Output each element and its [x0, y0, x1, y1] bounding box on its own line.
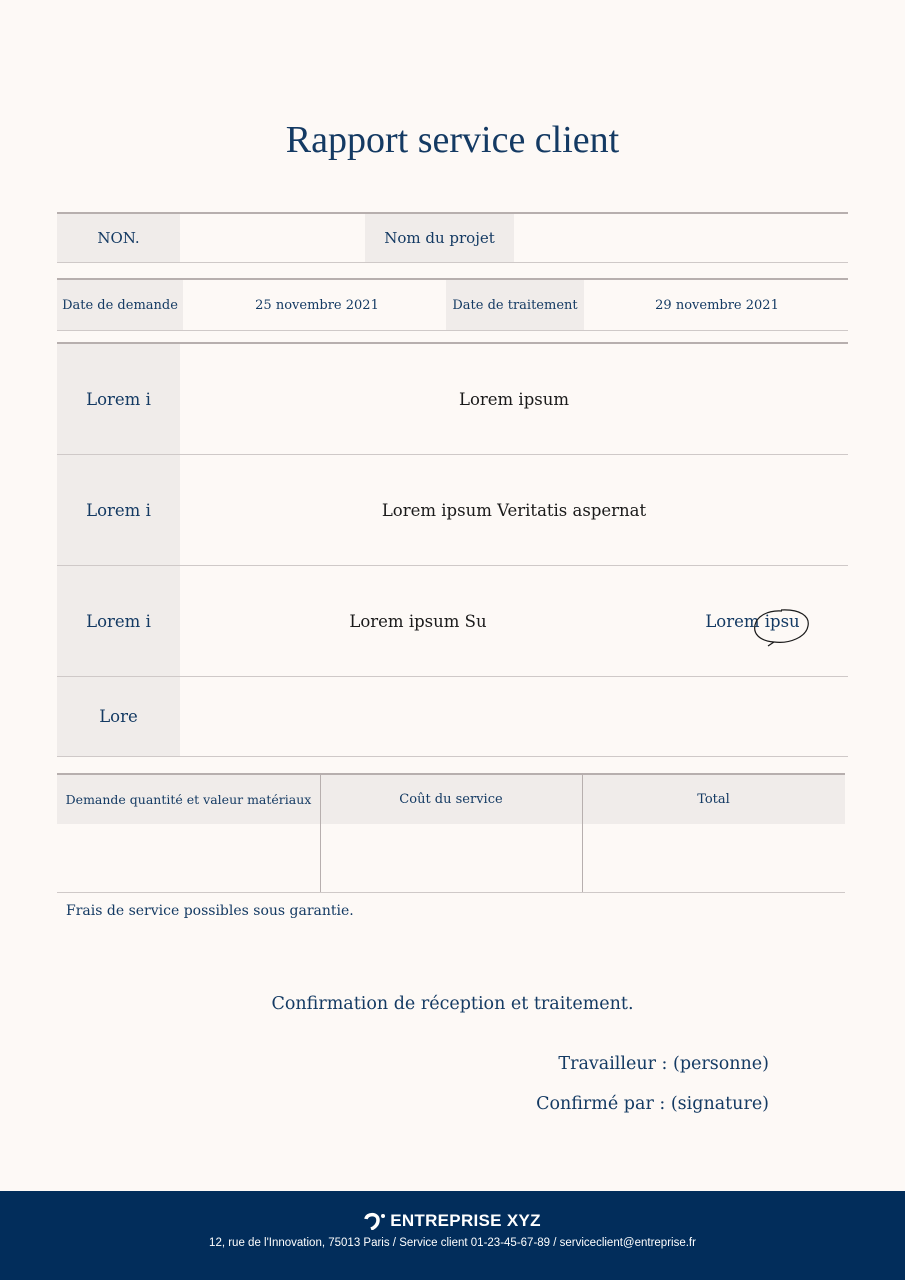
divider — [57, 773, 845, 775]
divider — [57, 565, 848, 566]
footer: ENTREPRISE XYZ 12, rue de l'Innovation, … — [0, 1191, 905, 1280]
circle-annotation-icon — [754, 609, 809, 647]
column-divider — [582, 775, 583, 892]
cell-shade — [365, 214, 514, 262]
column-divider — [320, 775, 321, 892]
logo-icon — [364, 1212, 386, 1230]
brand-name: ENTREPRISE XYZ — [390, 1211, 541, 1230]
page-title: Rapport service client — [285, 119, 620, 161]
detail-label: Lorem i — [86, 389, 151, 409]
detail-extra: Lorem ipsu — [705, 611, 800, 631]
confirmation-text: Confirmation de réception et traitement. — [271, 994, 634, 1014]
cell-shade — [57, 214, 180, 262]
detail-label: Lore — [99, 707, 138, 726]
divider — [57, 892, 845, 893]
brand: ENTREPRISE XYZ — [0, 1211, 905, 1231]
footer-address: 12, rue de l'Innovation, 75013 Paris / S… — [209, 1237, 696, 1249]
total-header: Total — [697, 792, 730, 807]
divider — [57, 278, 848, 280]
detail-label: Lorem i — [86, 500, 151, 520]
warranty-note: Frais de service possibles sous garantie… — [66, 903, 354, 919]
header-shade — [57, 775, 845, 824]
label-column-shade — [57, 344, 180, 756]
divider — [57, 454, 848, 455]
materials-header: Demande quantité et valeur matériaux — [65, 792, 312, 807]
detail-value: Lorem ipsum — [458, 389, 569, 409]
processing-date-label: Date de traitement — [452, 297, 578, 313]
divider — [57, 212, 848, 214]
divider — [57, 342, 848, 344]
total-field[interactable] — [582, 824, 845, 892]
processing-date-value: 29 novembre 2021 — [655, 297, 779, 313]
project-name-label: Nom du projet — [384, 229, 495, 247]
request-date-value: 25 novembre 2021 — [255, 297, 379, 313]
divider — [57, 262, 848, 263]
divider — [57, 676, 848, 677]
project-name-field[interactable] — [514, 214, 848, 262]
materials-field[interactable] — [57, 824, 320, 892]
divider — [57, 330, 848, 331]
service-cost-field[interactable] — [320, 824, 582, 892]
no-field[interactable] — [180, 214, 365, 262]
request-date-label: Date de demande — [62, 297, 178, 313]
detail-value: Lorem ipsum Su — [349, 611, 487, 631]
service-cost-header: Coût du service — [399, 792, 503, 807]
confirmed-by-line: Confirmé par : (signature) — [536, 1094, 769, 1114]
worker-line: Travailleur : (personne) — [558, 1054, 769, 1074]
detail-label: Lorem i — [86, 611, 151, 631]
cell-shade — [57, 280, 183, 330]
cell-shade — [446, 280, 584, 330]
no-label: NON. — [97, 229, 140, 247]
divider — [57, 756, 848, 757]
detail-value: Lorem ipsum Veritatis aspernat — [381, 500, 647, 520]
